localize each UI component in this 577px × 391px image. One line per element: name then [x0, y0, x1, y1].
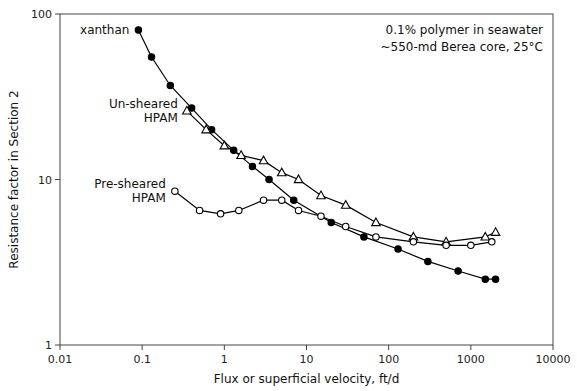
data-point	[279, 197, 285, 203]
y-tick-label: 1	[45, 339, 52, 352]
data-point	[373, 234, 379, 240]
data-point	[468, 242, 474, 248]
series-line	[187, 111, 496, 242]
data-point	[237, 151, 246, 159]
x-axis-label: Flux or superficial velocity, ft/d	[214, 372, 400, 386]
data-point	[202, 125, 211, 133]
x-tick-label: 0.1	[133, 353, 151, 366]
plot-frame	[60, 14, 553, 345]
data-point	[410, 239, 416, 245]
data-point	[492, 276, 498, 282]
data-point	[249, 163, 255, 169]
data-point	[277, 168, 286, 176]
data-point	[443, 242, 449, 248]
data-point	[455, 268, 461, 274]
data-point	[217, 211, 223, 217]
data-point	[167, 82, 173, 88]
data-point	[395, 246, 401, 252]
x-tick	[142, 345, 143, 350]
data-point	[135, 27, 141, 33]
data-point	[183, 106, 192, 114]
series-line	[175, 191, 492, 245]
data-point	[491, 228, 500, 236]
data-point	[318, 213, 324, 219]
data-point	[291, 197, 297, 203]
x-tick-label: 0.01	[48, 353, 73, 366]
annotation: 0.1% polymer in seawater~550-md Berea co…	[380, 23, 543, 54]
y-tick-label: 10	[38, 174, 52, 187]
series-label: Un-shearedHPAM	[109, 97, 178, 125]
data-point	[172, 188, 178, 194]
data-point	[489, 239, 495, 245]
series-label: Pre-shearedHPAM	[94, 177, 166, 205]
data-point	[220, 141, 229, 149]
data-point	[482, 276, 488, 282]
data-point	[343, 223, 349, 229]
chart: 0.01 0.1 1 10 100 1000 10000 1 10 100 Flux or supe…	[0, 0, 577, 391]
x-tick	[388, 345, 389, 350]
series-line	[138, 30, 495, 279]
data-point	[236, 207, 242, 213]
data-point	[481, 232, 490, 240]
x-tick	[553, 345, 554, 350]
y-tick	[55, 14, 60, 15]
data-point	[425, 258, 431, 264]
x-tick-label: 10000	[536, 353, 571, 366]
data-point	[259, 156, 268, 164]
x-tick	[306, 345, 307, 350]
x-tick-label: 1000	[457, 353, 485, 366]
x-tick	[470, 345, 471, 350]
data-point	[317, 191, 326, 199]
data-point	[341, 201, 350, 209]
x-tick-label: 10	[300, 353, 314, 366]
y-tick-label: 100	[31, 8, 52, 21]
x-tick-label: 1	[221, 353, 228, 366]
data-point	[266, 176, 272, 182]
data-point	[148, 54, 154, 60]
data-point	[196, 207, 202, 213]
data-point	[294, 175, 303, 183]
plot-area	[135, 27, 500, 283]
data-point	[260, 197, 266, 203]
data-point	[361, 234, 367, 240]
y-tick	[55, 345, 60, 346]
x-tick	[60, 345, 61, 350]
data-point	[295, 207, 301, 213]
y-tick	[55, 179, 60, 180]
x-tick	[224, 345, 225, 350]
series-label: xanthan	[80, 23, 129, 37]
y-axis-label: Resistance factor in Section 2	[7, 90, 21, 268]
data-point	[372, 218, 381, 226]
x-tick-label: 100	[378, 353, 399, 366]
